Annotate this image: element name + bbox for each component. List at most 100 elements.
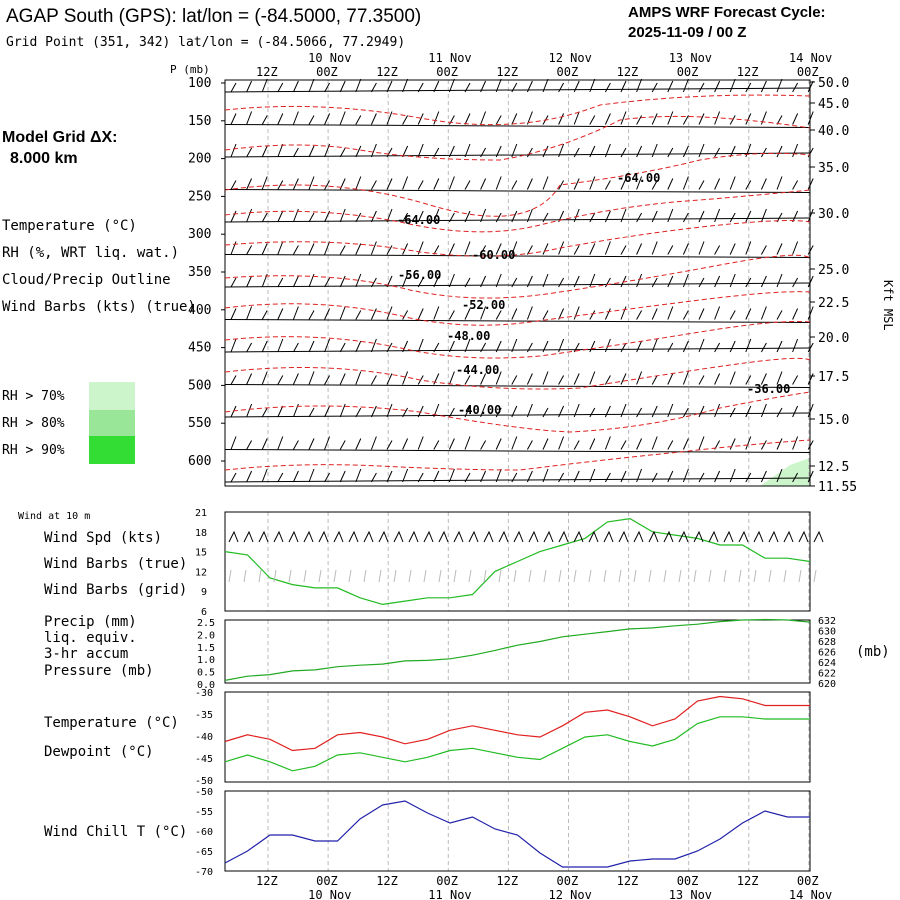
wind-barb-true bbox=[258, 530, 269, 543]
temperature-tick-label: -35 bbox=[195, 710, 213, 721]
wind-barb-grid bbox=[513, 569, 517, 583]
wind-barb bbox=[729, 310, 736, 320]
wind-barb bbox=[370, 82, 377, 93]
temperature-contour-label: -40.00 bbox=[458, 403, 501, 417]
wind-barb bbox=[386, 245, 393, 255]
height-tick-label: 25.0 bbox=[818, 263, 849, 278]
wind-barb bbox=[604, 405, 611, 418]
wind-barb bbox=[682, 78, 689, 93]
wind-barb bbox=[495, 340, 502, 353]
time-tick-label-top: 12Z bbox=[256, 65, 278, 79]
wind-barb bbox=[230, 436, 237, 450]
wind-barb-grid bbox=[723, 569, 727, 583]
wind-barb bbox=[526, 147, 533, 158]
wind-barb bbox=[620, 470, 627, 483]
wind-barb bbox=[792, 143, 799, 158]
wind-barb bbox=[745, 210, 752, 223]
wind-barb bbox=[526, 306, 533, 320]
pressure-tick-label: 630 bbox=[818, 627, 836, 638]
wind-barb bbox=[745, 82, 752, 93]
wind-barb bbox=[402, 407, 409, 418]
wind-barb bbox=[807, 403, 814, 418]
wind-barb bbox=[776, 115, 783, 125]
wind-barb bbox=[370, 375, 377, 385]
wind-barb bbox=[292, 147, 299, 158]
wind-barb-grid bbox=[588, 569, 592, 583]
wind-barb bbox=[495, 438, 502, 450]
wind-barb bbox=[308, 78, 315, 93]
day-label-top: 14 Nov bbox=[789, 51, 832, 65]
wind-barb bbox=[558, 405, 565, 418]
wind-barb bbox=[682, 176, 689, 190]
wind-barb bbox=[542, 438, 549, 450]
temperature-contour bbox=[224, 357, 811, 390]
wind-barb-true bbox=[513, 530, 524, 543]
wind-barb-true bbox=[288, 530, 299, 543]
wind-barb bbox=[792, 82, 799, 93]
wind-barb bbox=[558, 375, 565, 385]
wind-barb bbox=[807, 80, 814, 93]
time-tick-label-bottom: 12Z bbox=[737, 874, 759, 888]
wind-barb bbox=[589, 407, 596, 418]
legend-dewpoint: Dewpoint (°C) bbox=[44, 744, 154, 760]
wind-barb bbox=[433, 306, 440, 320]
wind-barb bbox=[339, 470, 346, 483]
wind-barb bbox=[464, 436, 471, 450]
time-tick-label-bottom: 00Z bbox=[797, 874, 819, 888]
pressure-tick-label: 600 bbox=[188, 454, 211, 469]
wind-barb bbox=[417, 82, 424, 93]
legend-rh70-label: RH > 70% bbox=[2, 389, 65, 404]
wind-barb bbox=[714, 470, 721, 483]
wind-barb bbox=[745, 405, 752, 418]
wind-barb-row bbox=[224, 282, 811, 288]
wind-barb bbox=[542, 145, 549, 158]
wind-barb bbox=[386, 440, 393, 450]
wind-barb bbox=[620, 245, 627, 255]
wind-barb-true bbox=[393, 530, 404, 543]
wind-barb-grid bbox=[708, 569, 712, 583]
pressure-tick-label: 620 bbox=[818, 679, 836, 690]
wind-barb bbox=[511, 82, 518, 93]
precip-tick-label: 1.5 bbox=[197, 643, 215, 654]
legend-wind-barbs-true: Wind Barbs (true) bbox=[44, 556, 187, 572]
wind-barb bbox=[729, 273, 736, 288]
wind-barb bbox=[511, 472, 518, 483]
wind-barb bbox=[370, 405, 377, 418]
wind-barb bbox=[511, 143, 518, 158]
height-tick-label: 45.0 bbox=[818, 97, 849, 112]
wind-barb bbox=[402, 176, 409, 190]
wind-barb bbox=[433, 147, 440, 158]
wind-barb bbox=[386, 147, 393, 158]
legend-wind-spd: Wind Spd (kts) bbox=[44, 530, 162, 546]
wind-barb bbox=[495, 273, 502, 288]
wind-barb bbox=[807, 470, 814, 483]
wind-barb bbox=[402, 243, 409, 255]
wind-barb-true bbox=[738, 530, 749, 543]
wind-barb bbox=[292, 373, 299, 385]
wind-barb bbox=[324, 308, 331, 320]
wind-barb bbox=[355, 371, 362, 385]
wind-barb bbox=[636, 340, 643, 353]
wind-barb bbox=[636, 115, 643, 125]
wind-barb-grid bbox=[438, 569, 442, 583]
wind-barb bbox=[246, 403, 253, 418]
wind-barb bbox=[760, 178, 767, 190]
wind-barb-grid bbox=[288, 569, 292, 583]
wind-barb bbox=[573, 178, 580, 190]
wind-barb bbox=[698, 82, 705, 93]
wind-barb-row bbox=[224, 189, 811, 193]
wind-barb bbox=[542, 340, 549, 353]
time-tick-label-top: 12Z bbox=[737, 65, 759, 79]
wind-barb bbox=[636, 176, 643, 190]
wind-barb bbox=[698, 338, 705, 353]
wind-barb bbox=[526, 275, 533, 288]
wind-barb bbox=[667, 306, 674, 320]
wind-barb bbox=[324, 180, 331, 190]
wind-barb bbox=[651, 308, 658, 320]
wind-barb bbox=[386, 470, 393, 483]
wind-barb bbox=[370, 241, 377, 255]
wind-barb bbox=[246, 306, 253, 320]
wind-barb bbox=[807, 111, 814, 125]
wind-barb-row bbox=[224, 347, 811, 353]
wind-barb bbox=[526, 403, 533, 418]
